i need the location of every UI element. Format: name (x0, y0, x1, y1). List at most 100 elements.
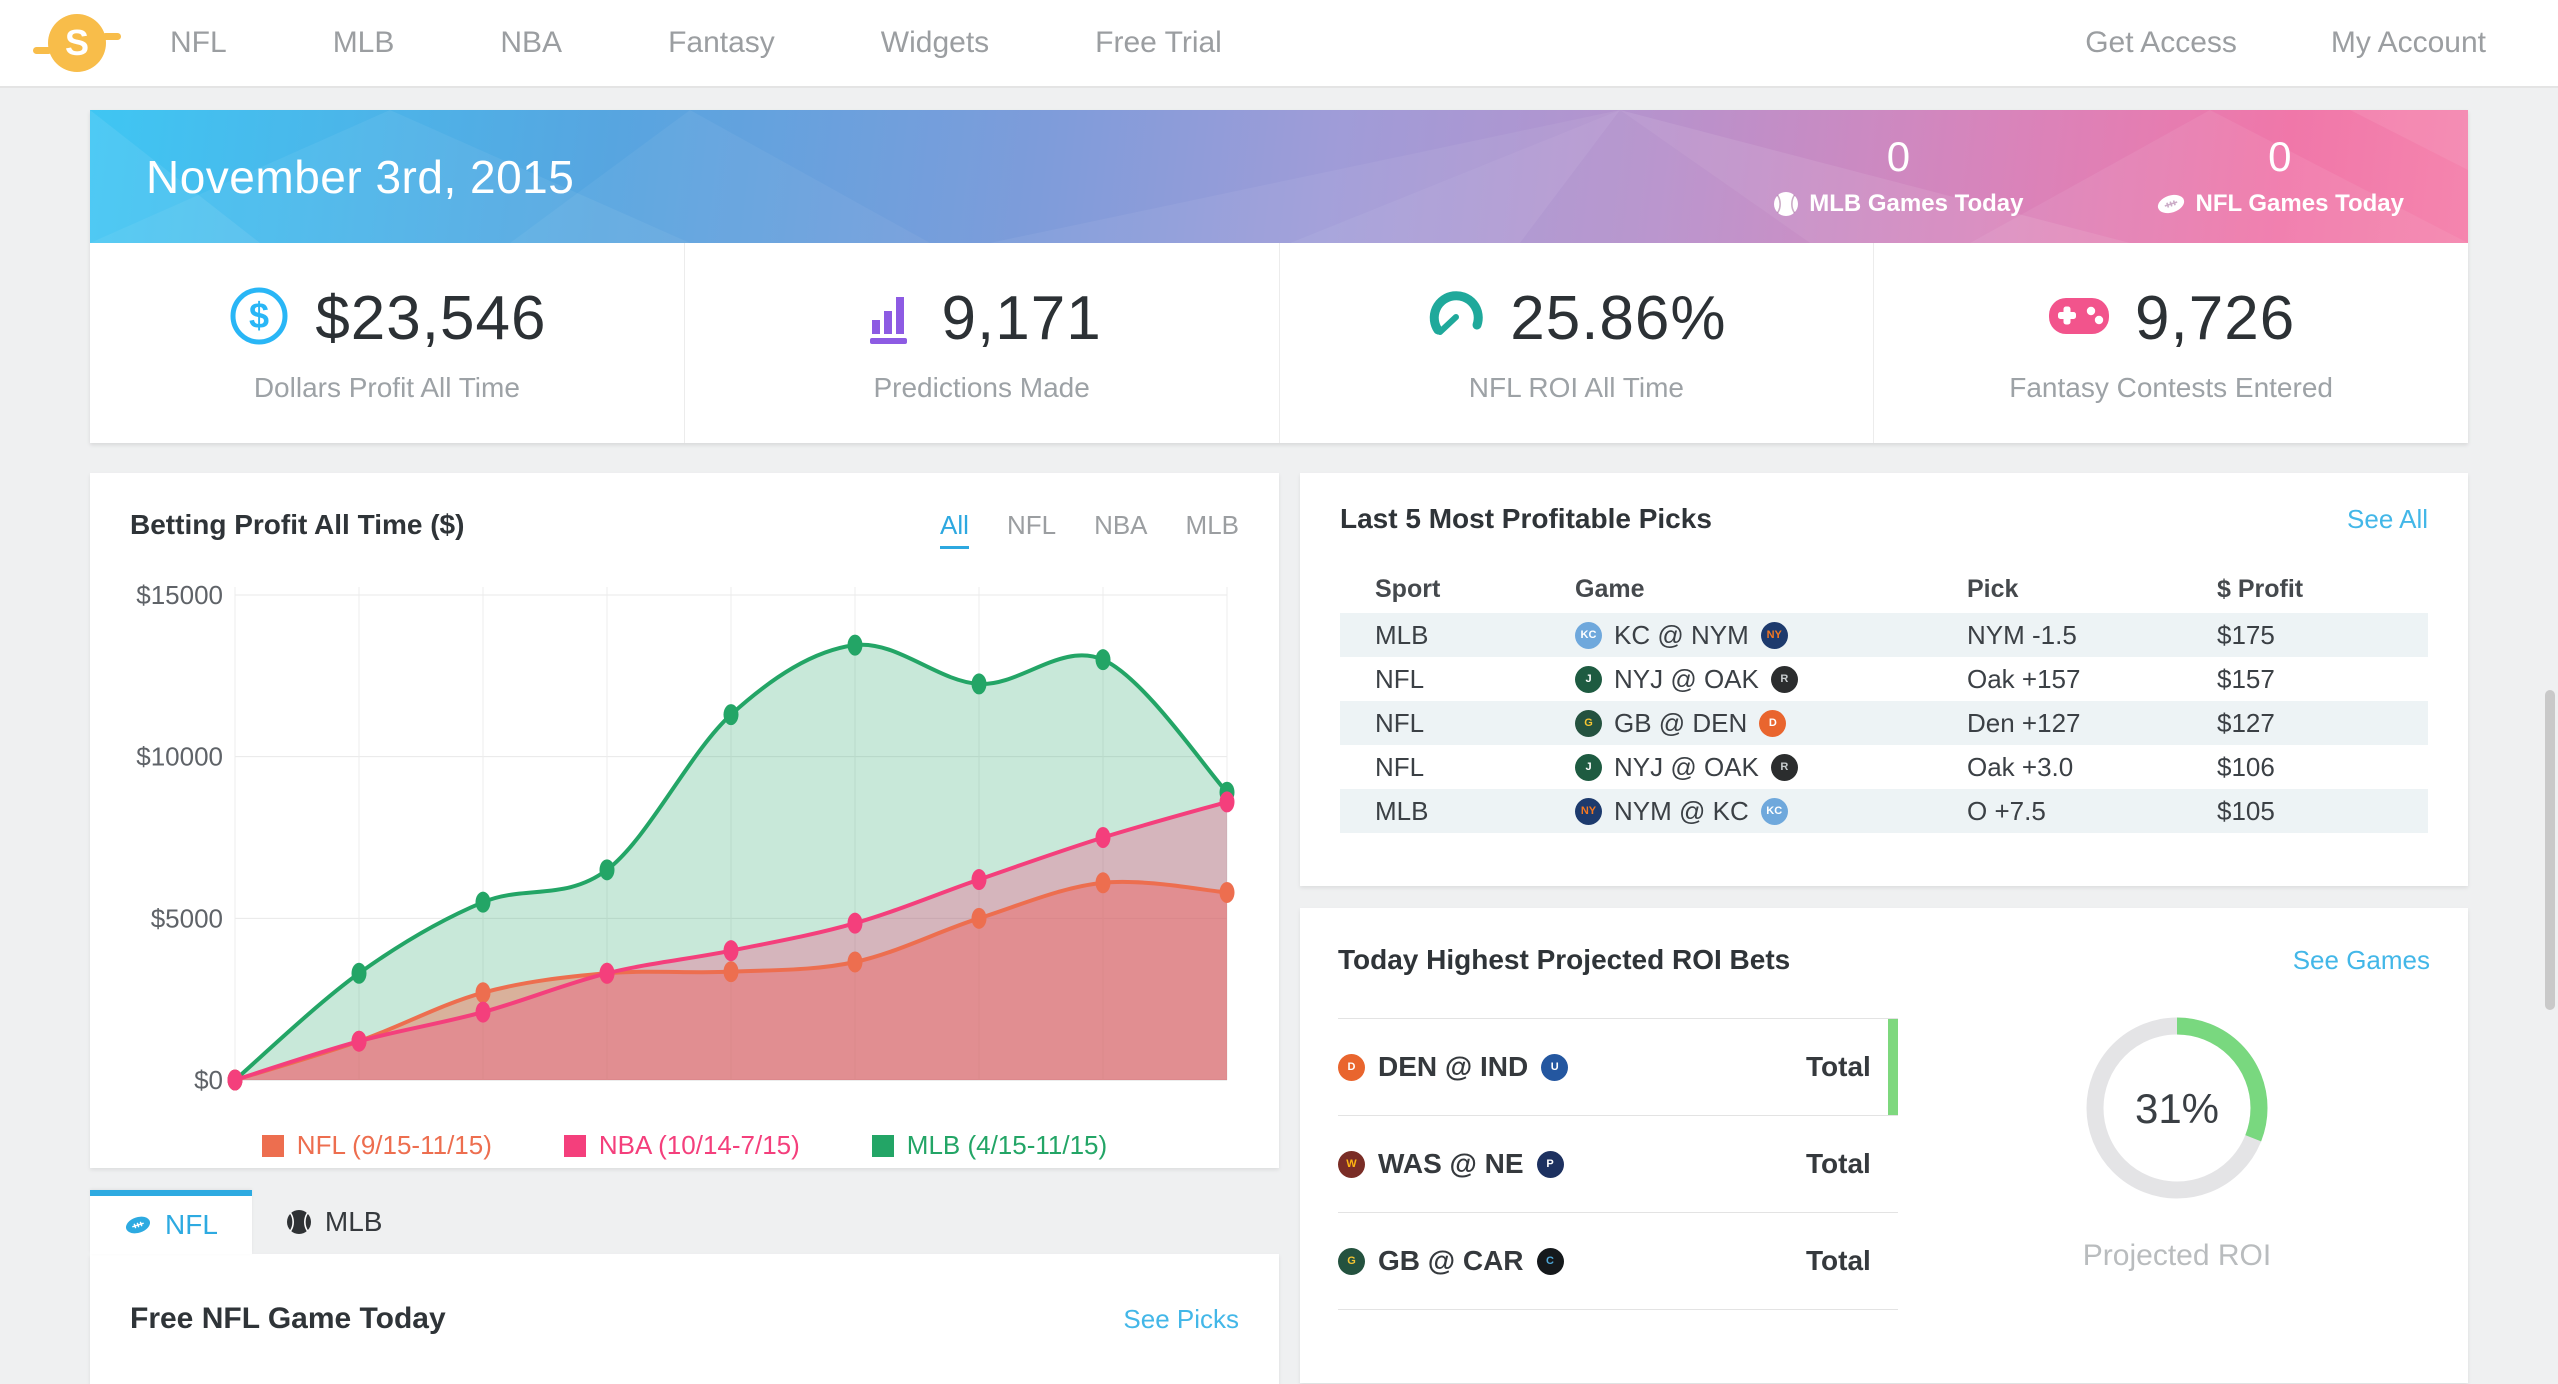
team-logo-kc: KC (1760, 797, 1788, 825)
pick-sport: NFL (1375, 751, 1425, 782)
pick-selection: O +7.5 (1967, 795, 2046, 826)
team-logo-nym: NY (1760, 621, 1788, 649)
pick-selection: Oak +3.0 (1967, 751, 2074, 782)
chart-legend: NFL (9/15-11/15) NBA (10/14-7/15) MLB (4/1… (130, 1130, 1239, 1161)
baseball-icon (1774, 191, 1799, 216)
nav-item-get-access[interactable]: Get Access (2085, 26, 2237, 59)
team-logo-kc: KC (1575, 621, 1602, 649)
hero-triangles-decoration (90, 110, 2468, 243)
nav-item-nba[interactable]: NBA (500, 26, 563, 59)
team-logo-gb: G (1575, 709, 1602, 737)
content-shell: November 3rd, 2015 0 MLB Games Today 0 (90, 110, 2468, 1384)
pick-game: J NYJ @ OAK R (1575, 664, 1967, 695)
bet-row-gb-car[interactable]: G GB @ CAR C Total (1338, 1213, 1898, 1310)
page-scrollbar-thumb[interactable] (2545, 690, 2555, 1010)
legend-item-mlb[interactable]: MLB (4/15-11/15) (871, 1130, 1107, 1161)
see-all-link[interactable]: See All (2347, 504, 2428, 534)
legend-swatch-icon (871, 1134, 894, 1157)
pick-game: NY NYM @ KC KC (1575, 796, 1967, 827)
bet-matchup-label: WAS @ NE (1378, 1148, 1524, 1179)
pick-matchup: NYM @ KC (1614, 795, 1749, 826)
pick-profit: $106 (2217, 751, 2275, 782)
hero-banner: November 3rd, 2015 0 MLB Games Today 0 (90, 110, 2468, 243)
mlb-games-counter: 0 MLB Games Today (1773, 135, 2024, 218)
right-column: Last 5 Most Profitable Picks See All Spo… (1300, 473, 2468, 1383)
page-date-title: November 3rd, 2015 (146, 150, 575, 203)
pick-matchup: KC @ NYM (1614, 619, 1749, 650)
nav-item-nfl[interactable]: NFL (170, 26, 227, 59)
see-picks-link[interactable]: See Picks (1123, 1303, 1239, 1334)
team-logo-gb: G (1338, 1247, 1365, 1275)
col-profit: $ Profit (2217, 574, 2304, 603)
projected-roi-donut: 31% Projected ROI (2077, 1008, 2277, 1273)
bar-chart-icon (862, 284, 918, 353)
football-icon (2157, 194, 2184, 213)
chart-tab-mlb[interactable]: MLB (1185, 510, 1239, 540)
nfl-games-count: 0 (2268, 132, 2292, 180)
pick-row[interactable]: NFL J NYJ @ OAK R Oak +3.0 $106 (1340, 745, 2428, 789)
stat-label: Dollars Profit All Time (253, 371, 520, 403)
picks-title: Last 5 Most Profitable Picks (1340, 503, 1712, 534)
pick-sport: NFL (1375, 707, 1425, 738)
see-games-link[interactable]: See Games (2292, 945, 2430, 975)
pick-selection: Den +127 (1967, 707, 2081, 738)
bet-type-label: Total (1806, 1148, 1871, 1179)
app-logo[interactable]: S (33, 14, 121, 72)
roi-bets-card: Today Highest Projected ROI Bets See Gam… (1300, 908, 2468, 1383)
pick-game: J NYJ @ OAK R (1575, 752, 1967, 783)
free-game-heading: Free NFL Game Today (130, 1302, 446, 1335)
stat-value: 9,171 (941, 283, 1102, 353)
pick-row[interactable]: NFL G GB @ DEN D Den +127 $127 (1340, 701, 2428, 745)
svg-text:$10000: $10000 (136, 742, 223, 772)
hero-counters: 0 MLB Games Today 0 (1773, 132, 2404, 218)
betting-profit-chart-card: Betting Profit All Time ($) All NFL NBA MLB… (90, 473, 1279, 1168)
pick-selection: NYM -1.5 (1967, 619, 2077, 650)
roi-percent-value: 31% (2135, 1085, 2219, 1132)
pick-profit: $105 (2217, 795, 2275, 826)
chart-tab-nba[interactable]: NBA (1094, 510, 1148, 540)
legend-label: NBA (10/14-7/15) (598, 1130, 800, 1160)
app-logo-letter: S (64, 22, 89, 63)
team-logo-nym: NY (1575, 797, 1602, 825)
bet-type-label: Total (1806, 1051, 1871, 1082)
team-logo-nyj: J (1575, 665, 1602, 693)
legend-item-nfl[interactable]: NFL (9/15-11/15) (261, 1130, 492, 1161)
chart-filter-tabs: All NFL NBA MLB (940, 510, 1239, 549)
legend-item-nba[interactable]: NBA (10/14-7/15) (563, 1130, 800, 1161)
team-logo-ind: U (1541, 1053, 1569, 1081)
nav-item-mlb[interactable]: MLB (332, 26, 395, 59)
picks-table-header: Sport Game Pick $ Profit (1340, 565, 2428, 613)
pick-game: G GB @ DEN D (1575, 708, 1967, 739)
pick-sport: MLB (1375, 619, 1429, 650)
picks-table: Sport Game Pick $ Profit MLB KC KC @ NYM NY… (1340, 565, 2428, 833)
pick-row[interactable]: MLB NY NYM @ KC KC O +7.5 $105 (1340, 789, 2428, 833)
betting-profit-chart: $15000 $10000 $5000 $0 (136, 580, 1235, 1095)
svg-text:$: $ (249, 295, 269, 336)
nav-item-widgets[interactable]: Widgets (880, 26, 990, 59)
chart-tab-all[interactable]: All (940, 510, 969, 549)
nav-item-free-trial[interactable]: Free Trial (1095, 26, 1222, 59)
bet-row-was-ne[interactable]: W WAS @ NE P Total (1338, 1116, 1898, 1213)
stat-label: Fantasy Contests Entered (2009, 371, 2333, 403)
tab-mlb[interactable]: MLB (252, 1190, 417, 1254)
stat-value: 9,726 (2135, 283, 2296, 353)
stat-nfl-roi: 25.86% NFL ROI All Time (1278, 243, 1874, 443)
picks-table-body: MLB KC KC @ NYM NY NYM -1.5 $175 NFL J NYJ @ OAK… (1340, 613, 2428, 833)
pick-profit: $175 (2217, 619, 2275, 650)
pick-sport: NFL (1375, 663, 1425, 694)
chart-tab-nfl[interactable]: NFL (1006, 510, 1057, 540)
col-pick: Pick (1967, 574, 2019, 603)
baseball-icon (286, 1210, 311, 1234)
pick-row[interactable]: NFL J NYJ @ OAK R Oak +157 $157 (1340, 657, 2428, 701)
nav-item-my-account[interactable]: My Account (2330, 26, 2486, 59)
pick-matchup: GB @ DEN (1614, 707, 1748, 738)
nav-item-fantasy[interactable]: Fantasy (668, 26, 775, 59)
bet-row-den-ind[interactable]: D DEN @ IND U Total (1338, 1019, 1898, 1116)
svg-text:$15000: $15000 (136, 580, 223, 610)
team-logo-ne: P (1536, 1150, 1564, 1178)
mlb-games-label: MLB Games Today (1809, 189, 2024, 217)
tab-nfl[interactable]: NFL (90, 1190, 252, 1254)
stat-dollars-profit: $ $23,546 Dollars Profit All Time (90, 243, 684, 443)
pick-row[interactable]: MLB KC KC @ NYM NY NYM -1.5 $175 (1340, 613, 2428, 657)
col-sport: Sport (1375, 574, 1441, 603)
